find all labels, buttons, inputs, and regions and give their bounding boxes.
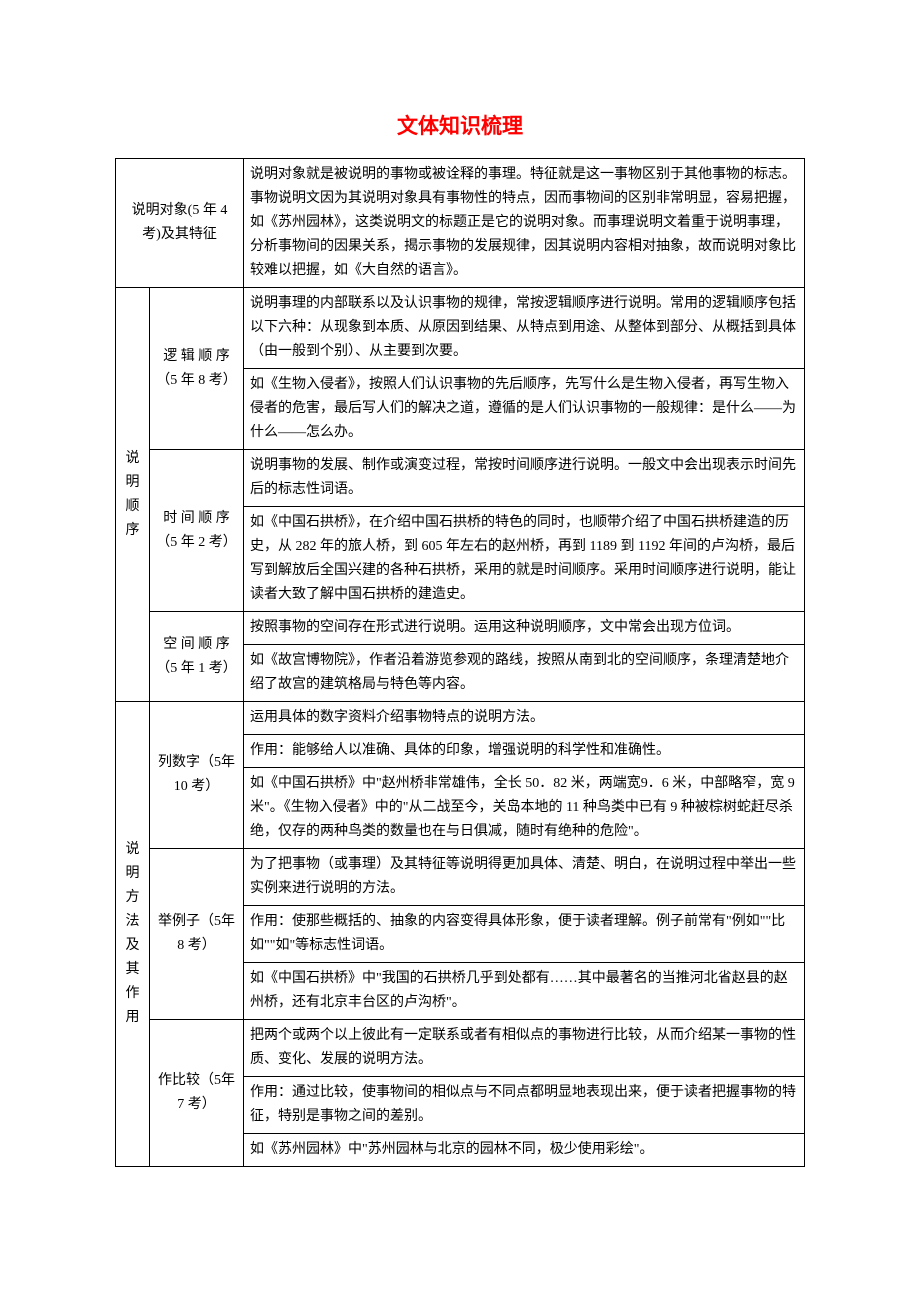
main-table: 说明对象(5 年 4 考)及其特征 说明对象就是被说明的事物或被诠释的事理。特征…	[115, 158, 805, 1167]
table-row: 时 间 顺 序（5 年 2 考） 说明事物的发展、制作或演变过程，常按时间顺序进…	[116, 450, 805, 507]
cell-content: 为了把事物（或事理）及其特征等说明得更加具体、清楚、明白，在说明过程中举出一些实…	[244, 849, 805, 906]
sub-header-space: 空 间 顺 序（5 年 1 考）	[150, 612, 244, 702]
table-row: 说明顺序 逻 辑 顺 序（5 年 8 考） 说明事理的内部联系以及认识事物的规律…	[116, 288, 805, 369]
sub-header-example: 举例子（5年 8 考）	[150, 849, 244, 1020]
table-row: 举例子（5年 8 考） 为了把事物（或事理）及其特征等说明得更加具体、清楚、明白…	[116, 849, 805, 906]
cell-content: 说明事理的内部联系以及认识事物的规律，常按逻辑顺序进行说明。常用的逻辑顺序包括以…	[244, 288, 805, 369]
row-header-order: 说明顺序	[116, 288, 150, 702]
cell-content: 如《中国石拱桥》中"赵州桥非常雄伟，全长 50．82 米，两端宽9．6 米，中部…	[244, 768, 805, 849]
table-row: 说明对象(5 年 4 考)及其特征 说明对象就是被说明的事物或被诠释的事理。特征…	[116, 159, 805, 288]
table-row: 说明方法及其作用 列数字（5年 10 考） 运用具体的数字资料介绍事物特点的说明…	[116, 702, 805, 735]
cell-content: 作用：通过比较，使事物间的相似点与不同点都明显地表现出来，便于读者把握事物的特征…	[244, 1077, 805, 1134]
cell-content: 如《故宫博物院》，作者沿着游览参观的路线，按照从南到北的空间顺序，条理清楚地介绍…	[244, 645, 805, 702]
cell-content: 如《苏州园林》中"苏州园林与北京的园林不同，极少使用彩绘"。	[244, 1134, 805, 1167]
cell-content: 把两个或两个以上彼此有一定联系或者有相似点的事物进行比较，从而介绍某一事物的性质…	[244, 1020, 805, 1077]
row-header-object: 说明对象(5 年 4 考)及其特征	[116, 159, 244, 288]
table-row: 空 间 顺 序（5 年 1 考） 按照事物的空间存在形式进行说明。运用这种说明顺…	[116, 612, 805, 645]
cell-content: 说明对象就是被说明的事物或被诠释的事理。特征就是这一事物区别于其他事物的标志。事…	[244, 159, 805, 288]
cell-content: 作用：使那些概括的、抽象的内容变得具体形象，便于读者理解。例子前常有"例如""比…	[244, 906, 805, 963]
cell-content: 运用具体的数字资料介绍事物特点的说明方法。	[244, 702, 805, 735]
cell-content: 说明事物的发展、制作或演变过程，常按时间顺序进行说明。一般文中会出现表示时间先后…	[244, 450, 805, 507]
cell-content: 如《中国石拱桥》，在介绍中国石拱桥的特色的同时，也顺带介绍了中国石拱桥建造的历史…	[244, 507, 805, 612]
table-row: 作比较（5年 7 考） 把两个或两个以上彼此有一定联系或者有相似点的事物进行比较…	[116, 1020, 805, 1077]
cell-content: 作用：能够给人以准确、具体的印象，增强说明的科学性和准确性。	[244, 735, 805, 768]
sub-header-compare: 作比较（5年 7 考）	[150, 1020, 244, 1167]
sub-header-logic: 逻 辑 顺 序（5 年 8 考）	[150, 288, 244, 450]
sub-header-time: 时 间 顺 序（5 年 2 考）	[150, 450, 244, 612]
page-title: 文体知识梳理	[115, 110, 805, 140]
sub-header-numbers: 列数字（5年 10 考）	[150, 702, 244, 849]
cell-content: 如《生物入侵者》，按照人们认识事物的先后顺序，先写什么是生物入侵者，再写生物入侵…	[244, 369, 805, 450]
cell-content: 按照事物的空间存在形式进行说明。运用这种说明顺序，文中常会出现方位词。	[244, 612, 805, 645]
cell-content: 如《中国石拱桥》中"我国的石拱桥几乎到处都有……其中最著名的当推河北省赵县的赵州…	[244, 963, 805, 1020]
document-page: 文体知识梳理 说明对象(5 年 4 考)及其特征 说明对象就是被说明的事物或被诠…	[0, 0, 920, 1247]
row-header-method: 说明方法及其作用	[116, 702, 150, 1167]
